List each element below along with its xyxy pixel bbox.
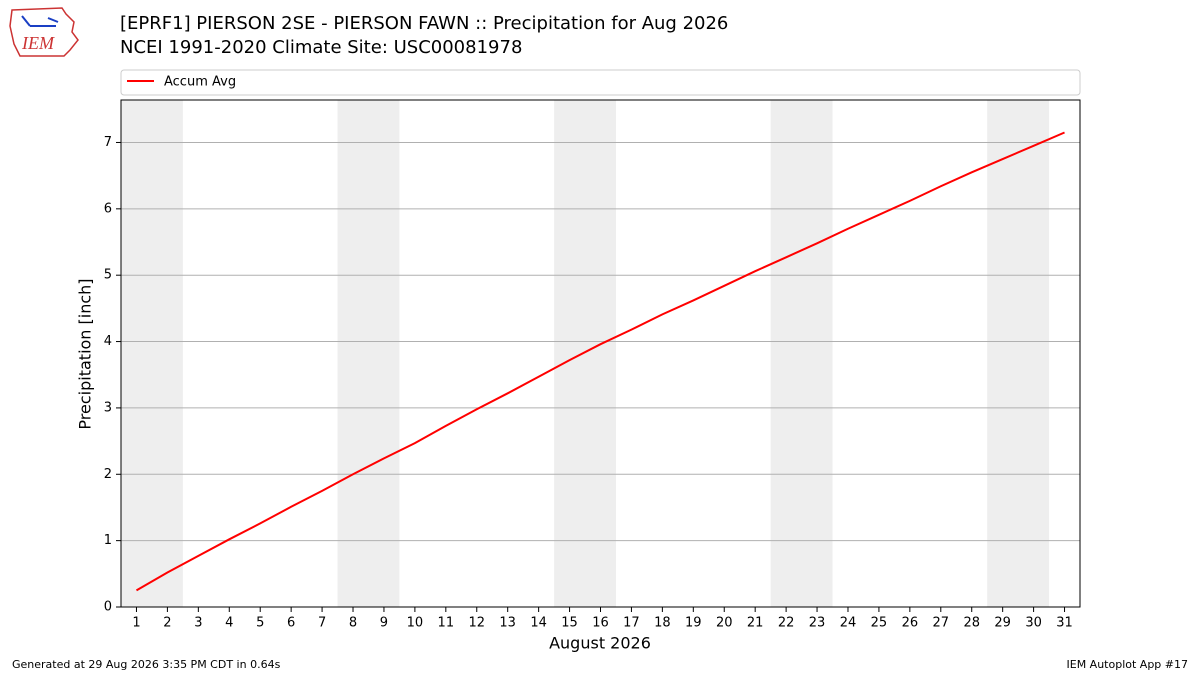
x-tick-label: 18 [654,616,671,631]
x-tick-label: 4 [225,616,233,631]
x-tick-label: 28 [963,616,980,631]
logo-text: IEM [21,33,55,53]
chart-title: [EPRF1] PIERSON 2SE - PIERSON FAWN :: Pr… [120,13,728,34]
footer-left: Generated at 29 Aug 2026 3:35 PM CDT in … [12,658,281,671]
x-tick-label: 30 [1025,616,1042,631]
x-tick-label: 9 [380,616,388,631]
x-tick-label: 27 [933,616,950,631]
y-tick-label: 7 [104,135,112,150]
logo: IEM [9,7,79,57]
shaded-range [554,100,616,607]
y-tick-label: 5 [104,268,112,283]
series-line [135,131,1065,592]
x-tick-label: 3 [194,616,202,631]
x-tick-label: 19 [685,616,702,631]
plot-frame [120,99,1081,608]
x-axis-label: August 2026 [549,634,651,653]
x-tick-label: 24 [840,616,857,631]
y-tick-label: 3 [104,400,112,415]
x-tick-label: 2 [163,616,171,631]
y-axis-label: Precipitation [inch] [76,278,95,429]
x-tick-label: 21 [747,616,764,631]
footer-right: IEM Autoplot App #17 [1067,658,1189,671]
x-tick-label: 1 [132,616,140,631]
chart-subtitle: NCEI 1991-2020 Climate Site: USC00081978 [120,37,522,58]
y-tick-label: 0 [104,600,112,615]
x-tick-label: 31 [1056,616,1073,631]
x-tick-label: 11 [438,616,455,631]
x-tick-label: 13 [499,616,516,631]
logo-icon [21,15,59,27]
shaded-range [337,100,400,607]
x-tick-label: 17 [623,616,640,631]
x-tick-label: 7 [318,616,326,631]
x-tick-label: 20 [716,616,733,631]
x-tick-label: 12 [468,616,485,631]
x-tick-label: 15 [561,616,578,631]
x-tick-label: 14 [530,616,547,631]
y-tick-label: 1 [104,533,112,548]
legend-box [120,69,1081,96]
y-tick-label: 4 [104,334,112,349]
x-tick-label: 16 [592,616,609,631]
shaded-range [121,100,183,607]
y-tick-label: 2 [104,467,112,482]
y-tick-label: 6 [104,201,112,216]
x-tick-label: 25 [871,616,888,631]
shaded-range [770,100,833,607]
logo-outline [9,7,79,57]
x-tick-label: 22 [778,616,795,631]
x-tick-label: 8 [349,616,357,631]
x-tick-label: 10 [407,616,424,631]
x-tick-label: 26 [902,616,919,631]
x-tick-label: 6 [287,616,295,631]
x-tick-label: 29 [994,616,1011,631]
x-tick-label: 23 [809,616,826,631]
legend-label: Accum Avg [164,75,236,90]
x-tick-label: 5 [256,616,264,631]
shaded-range [987,100,1050,607]
